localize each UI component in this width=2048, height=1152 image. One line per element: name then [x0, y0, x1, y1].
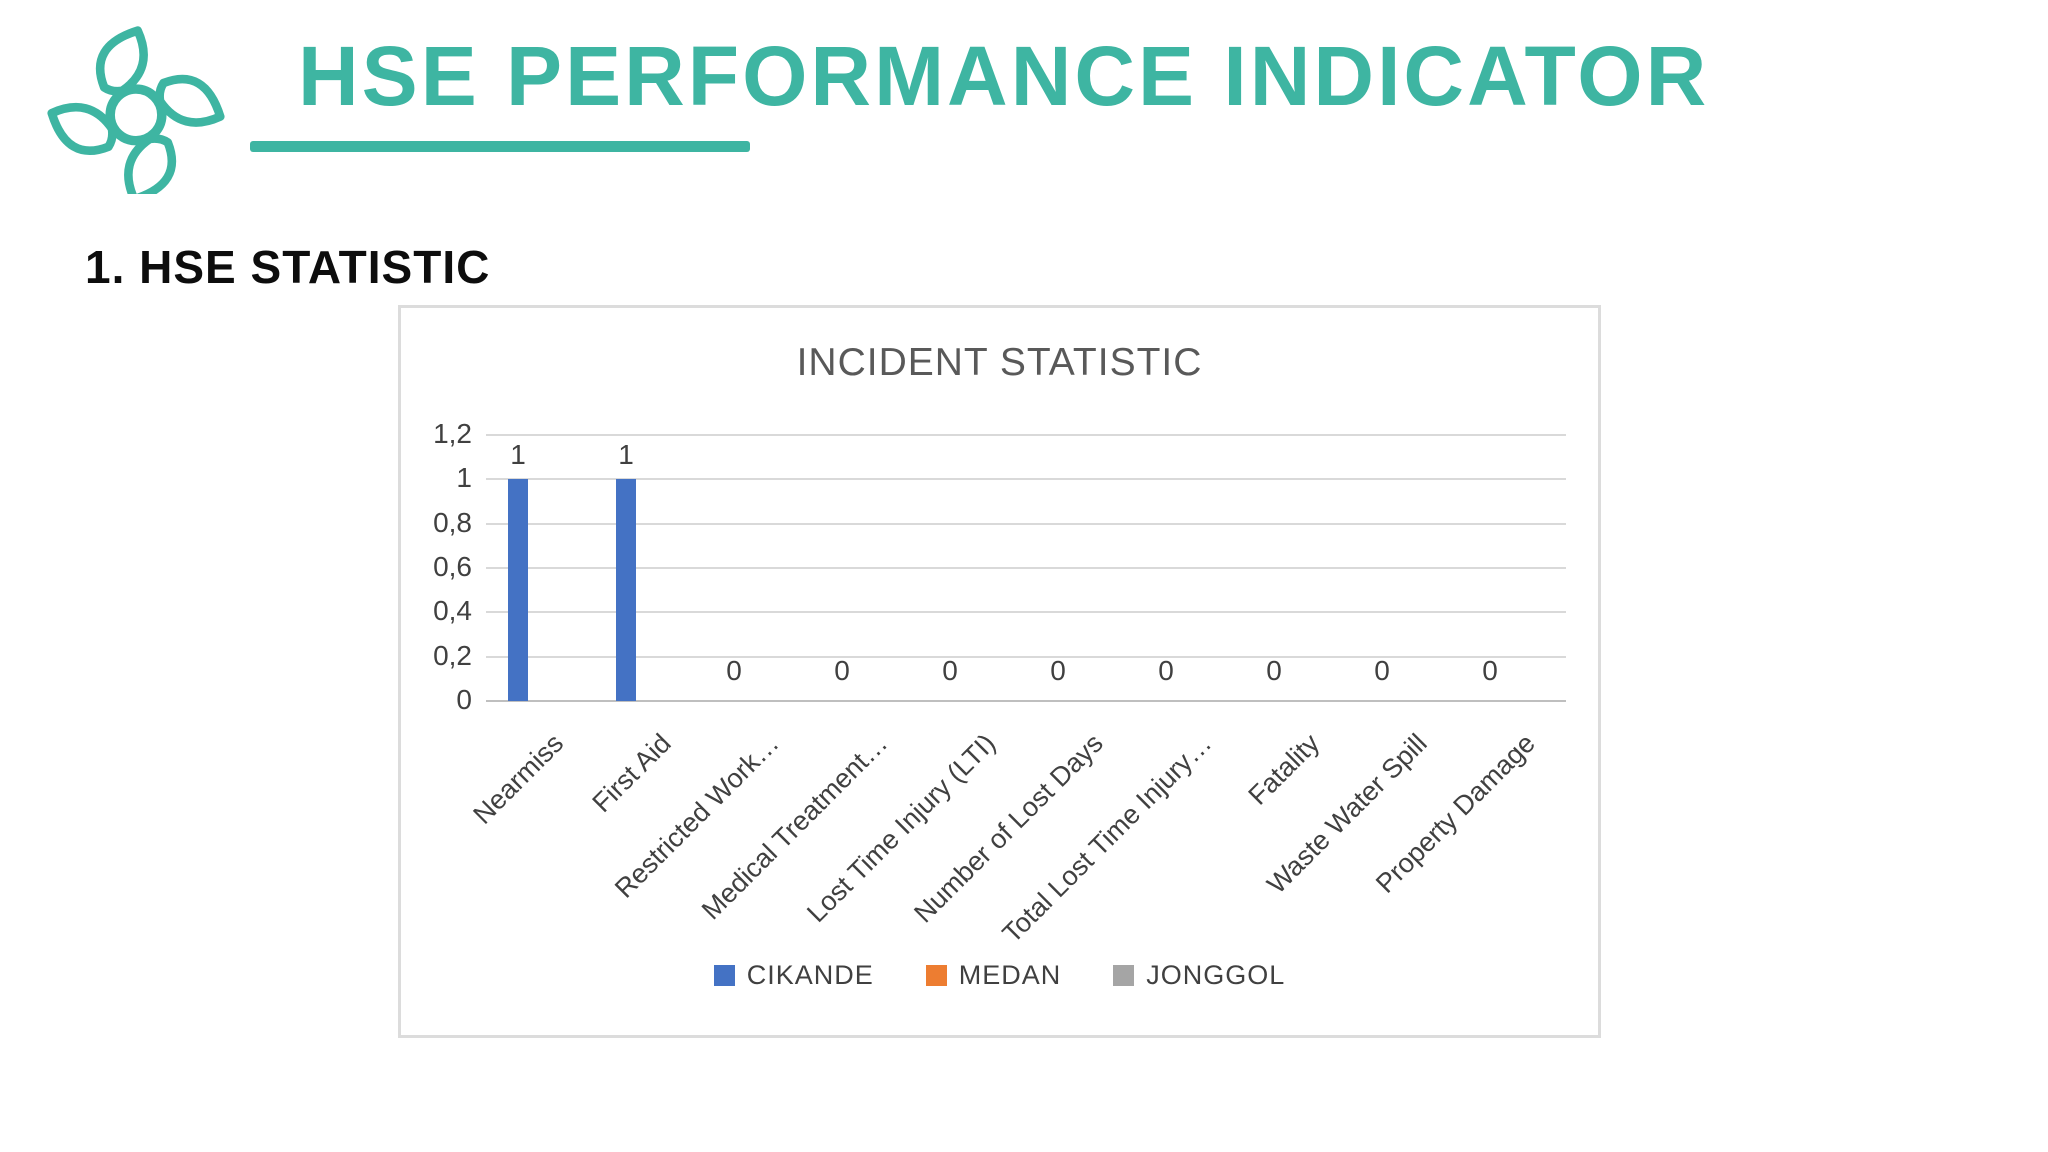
section-heading: 1. HSE STATISTIC	[85, 241, 491, 293]
x-axis-category-label: Total Lost Time Injury…	[996, 728, 1218, 949]
incident-statistic-chart: INCIDENT STATISTIC 1,2 1 0,8 0,6 0,4 0,2 0 1 Nea…	[398, 305, 1601, 1038]
x-axis-category-label: Lost Time Injury (LTI)	[801, 728, 1002, 929]
page-title: HSE PERFORMANCE INDICATOR	[298, 29, 1710, 123]
logo-ring	[105, 84, 167, 146]
y-axis-tick-label: 1,2	[433, 418, 472, 449]
legend-item-jonggol: JONGGOL	[1113, 960, 1285, 991]
legend-item-cikande: CIKANDE	[713, 960, 874, 991]
title-underline	[250, 141, 750, 152]
bar-value-label: 0	[1050, 655, 1066, 686]
bar-value-label: 0	[942, 655, 958, 686]
x-axis-category-label: First Aid	[587, 728, 678, 819]
y-axis-tick-label: 0,6	[433, 551, 472, 582]
y-axis-tick-label: 0,8	[433, 506, 472, 538]
x-axis-category-label: Medical Treatment…	[695, 728, 894, 926]
y-axis-tick-label: 0,2	[433, 639, 472, 671]
bar-value-label: 0	[726, 655, 742, 686]
bar-cikande	[616, 479, 636, 701]
y-axis-tick-label: 0	[456, 684, 472, 715]
x-axis-category-label: Nearmiss	[467, 728, 570, 830]
legend-label: JONGGOL	[1146, 960, 1286, 990]
bar-cikande	[508, 479, 528, 701]
bar-value-label: 0	[1482, 655, 1498, 686]
gridline	[486, 522, 1566, 525]
gridline	[486, 478, 1566, 481]
bar-value-label: 0	[1158, 655, 1174, 686]
pinwheel-logo-icon	[47, 26, 225, 194]
gridline	[486, 655, 1566, 658]
legend-item-medan: MEDAN	[925, 960, 1062, 991]
legend-swatch	[713, 965, 735, 986]
gridline	[486, 434, 1566, 436]
y-axis-tick-label: 1	[456, 462, 472, 494]
gridline	[486, 611, 1566, 614]
x-axis-category-label: Number of Lost Days	[908, 728, 1110, 929]
chart-legend: CIKANDE MEDAN JONGGOL	[401, 960, 1598, 991]
legend-swatch	[925, 965, 947, 986]
legend-swatch	[1113, 965, 1135, 986]
legend-label: CIKANDE	[746, 960, 874, 990]
bar-value-label: 0	[834, 655, 850, 686]
chart-inner: INCIDENT STATISTIC 1,2 1 0,8 0,6 0,4 0,2 0 1 Nea…	[401, 308, 1598, 1035]
gridline	[486, 567, 1566, 569]
chart-title: INCIDENT STATISTIC	[796, 341, 1203, 384]
x-axis-line	[486, 700, 1566, 702]
bar-value-label: 1	[618, 439, 634, 471]
legend-label: MEDAN	[958, 960, 1062, 990]
y-axis-tick-label: 0,4	[433, 595, 472, 627]
x-axis-category-label: Fatality	[1242, 728, 1326, 811]
bar-value-label: 0	[1374, 655, 1390, 686]
bar-value-label: 0	[1266, 655, 1282, 686]
bar-value-label: 1	[510, 439, 526, 471]
